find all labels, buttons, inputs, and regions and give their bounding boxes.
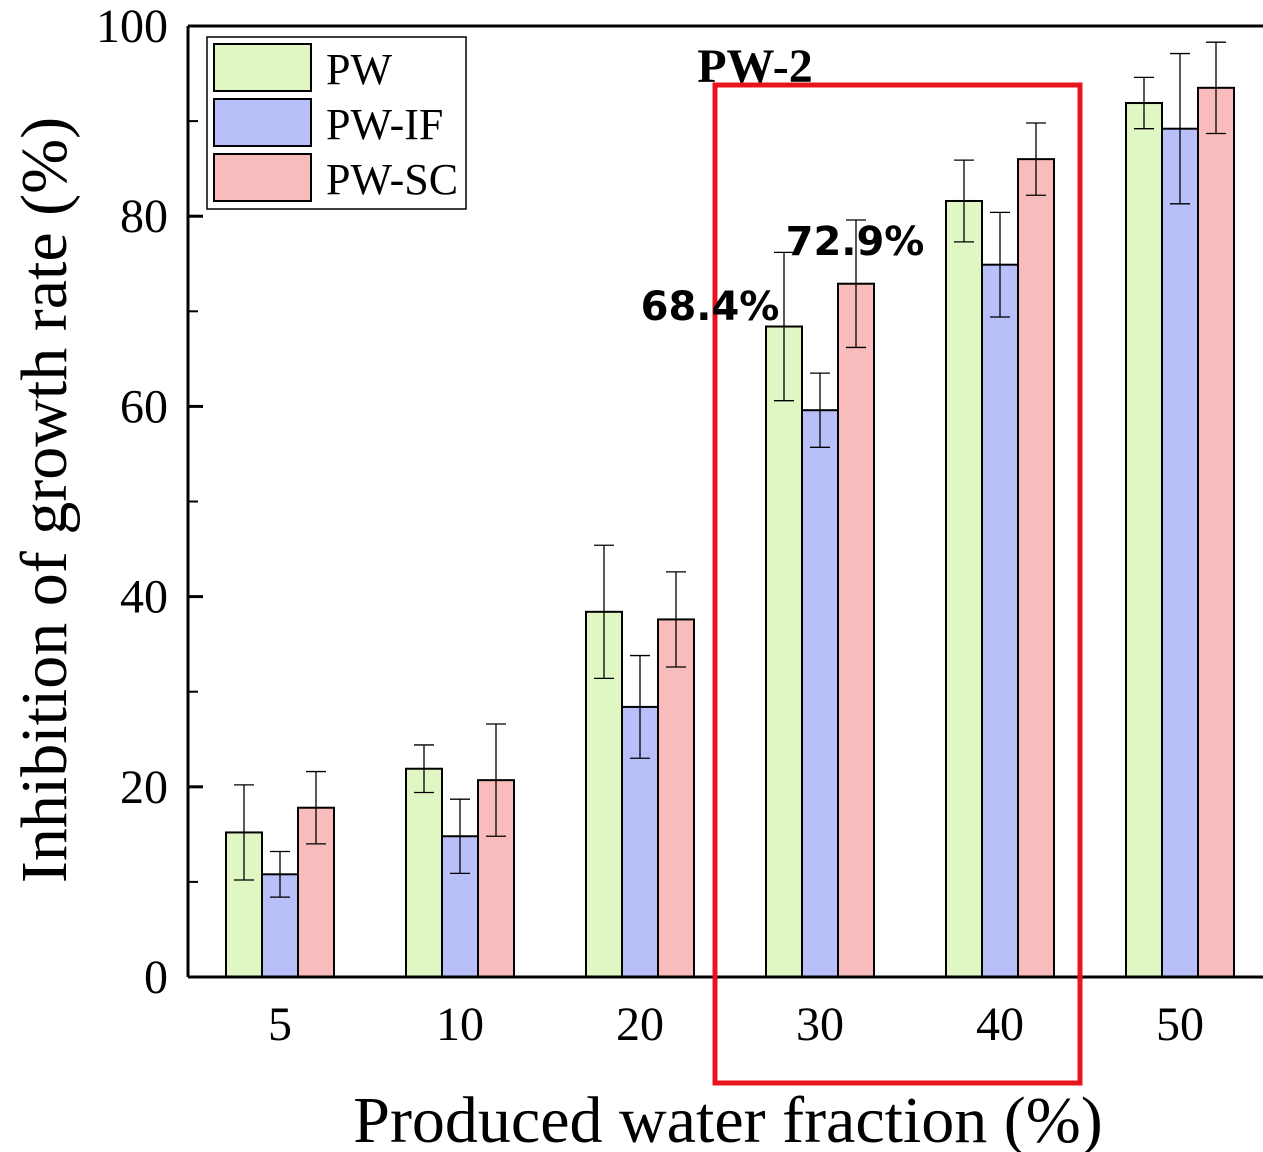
error-bar-pw-sc-20 (666, 571, 686, 668)
bar-pw-sc-50 (1197, 86, 1235, 978)
error-bar-pw-10 (414, 744, 434, 794)
error-bar-pw-sc-10 (486, 723, 506, 837)
x-tick-label-50: 50 (1156, 998, 1204, 1051)
legend-label-pw-if: PW-IF (326, 100, 443, 149)
error-bar-pw-sc-40 (1026, 122, 1046, 196)
y-axis-title: Inhibition of growth rate (%) (8, 117, 81, 883)
error-bar-pw-if-5 (270, 850, 290, 898)
y-tick-label: 60 (120, 380, 168, 433)
legend-swatch-pw (213, 43, 312, 92)
y-tick-label: 20 (120, 761, 168, 814)
error-bar-pw-sc-30 (846, 219, 866, 349)
bar-pw-40 (945, 199, 983, 978)
error-bar-pw-40 (954, 159, 974, 243)
error-bar-pw-if-20 (630, 654, 650, 759)
error-bar-pw-if-30 (810, 372, 830, 448)
legend-label-pw-sc: PW-SC (326, 155, 458, 204)
error-bar-pw-if-40 (990, 211, 1010, 318)
highlight-box (712, 82, 1083, 1086)
bar-pw-if-30 (801, 409, 839, 979)
x-tick-label-40: 40 (976, 998, 1024, 1051)
y-tick-label: 0 (144, 951, 168, 1004)
x-tick-label-5: 5 (268, 998, 292, 1051)
x-tick-label-30: 30 (796, 998, 844, 1051)
value-label-pwsc-30: 72.9% (786, 219, 925, 265)
error-bar-pw-if-50 (1170, 52, 1190, 205)
y-tick-label: 80 (120, 190, 168, 243)
bar-pw-sc-40 (1017, 158, 1055, 978)
error-bar-pw-sc-5 (306, 770, 326, 845)
bar-pw-if-50 (1161, 127, 1199, 978)
error-bar-pw-5 (234, 784, 254, 881)
x-tick-label-20: 20 (616, 998, 664, 1051)
y-ticks: 0 20 40 60 80 100 (96, 0, 203, 1004)
bar-pw-50 (1125, 102, 1163, 978)
bar-pw-sc-30 (837, 282, 875, 978)
y-tick-label: 100 (96, 0, 168, 53)
x-ticks: 5 10 20 30 40 50 (268, 998, 1204, 1051)
error-bar-pw-30 (774, 251, 794, 402)
legend-swatch-pw-if (213, 98, 312, 147)
bar-pw-sc-20 (657, 618, 695, 978)
legend-label-pw: PW (326, 45, 392, 94)
error-bar-pw-20 (594, 544, 614, 680)
value-label-pw-30: 68.4% (641, 284, 780, 330)
legend-swatch-pw-sc (213, 153, 312, 202)
error-bars-layer (234, 41, 1226, 898)
bar-pw-30 (765, 325, 803, 978)
error-bar-pw-50 (1134, 76, 1154, 130)
legend: PW PW-IF PW-SC (206, 36, 467, 210)
bar-pw-10 (405, 767, 443, 979)
bars-layer (225, 86, 1235, 979)
y-tick-label: 40 (120, 571, 168, 624)
error-bar-pw-if-10 (450, 798, 470, 874)
bar-pw-if-40 (981, 263, 1019, 978)
error-bar-pw-sc-50 (1206, 41, 1226, 135)
group-label: PW-2 (697, 40, 813, 93)
x-axis-title: Produced water fraction (%) (353, 1084, 1103, 1152)
x-tick-label-10: 10 (436, 998, 484, 1051)
